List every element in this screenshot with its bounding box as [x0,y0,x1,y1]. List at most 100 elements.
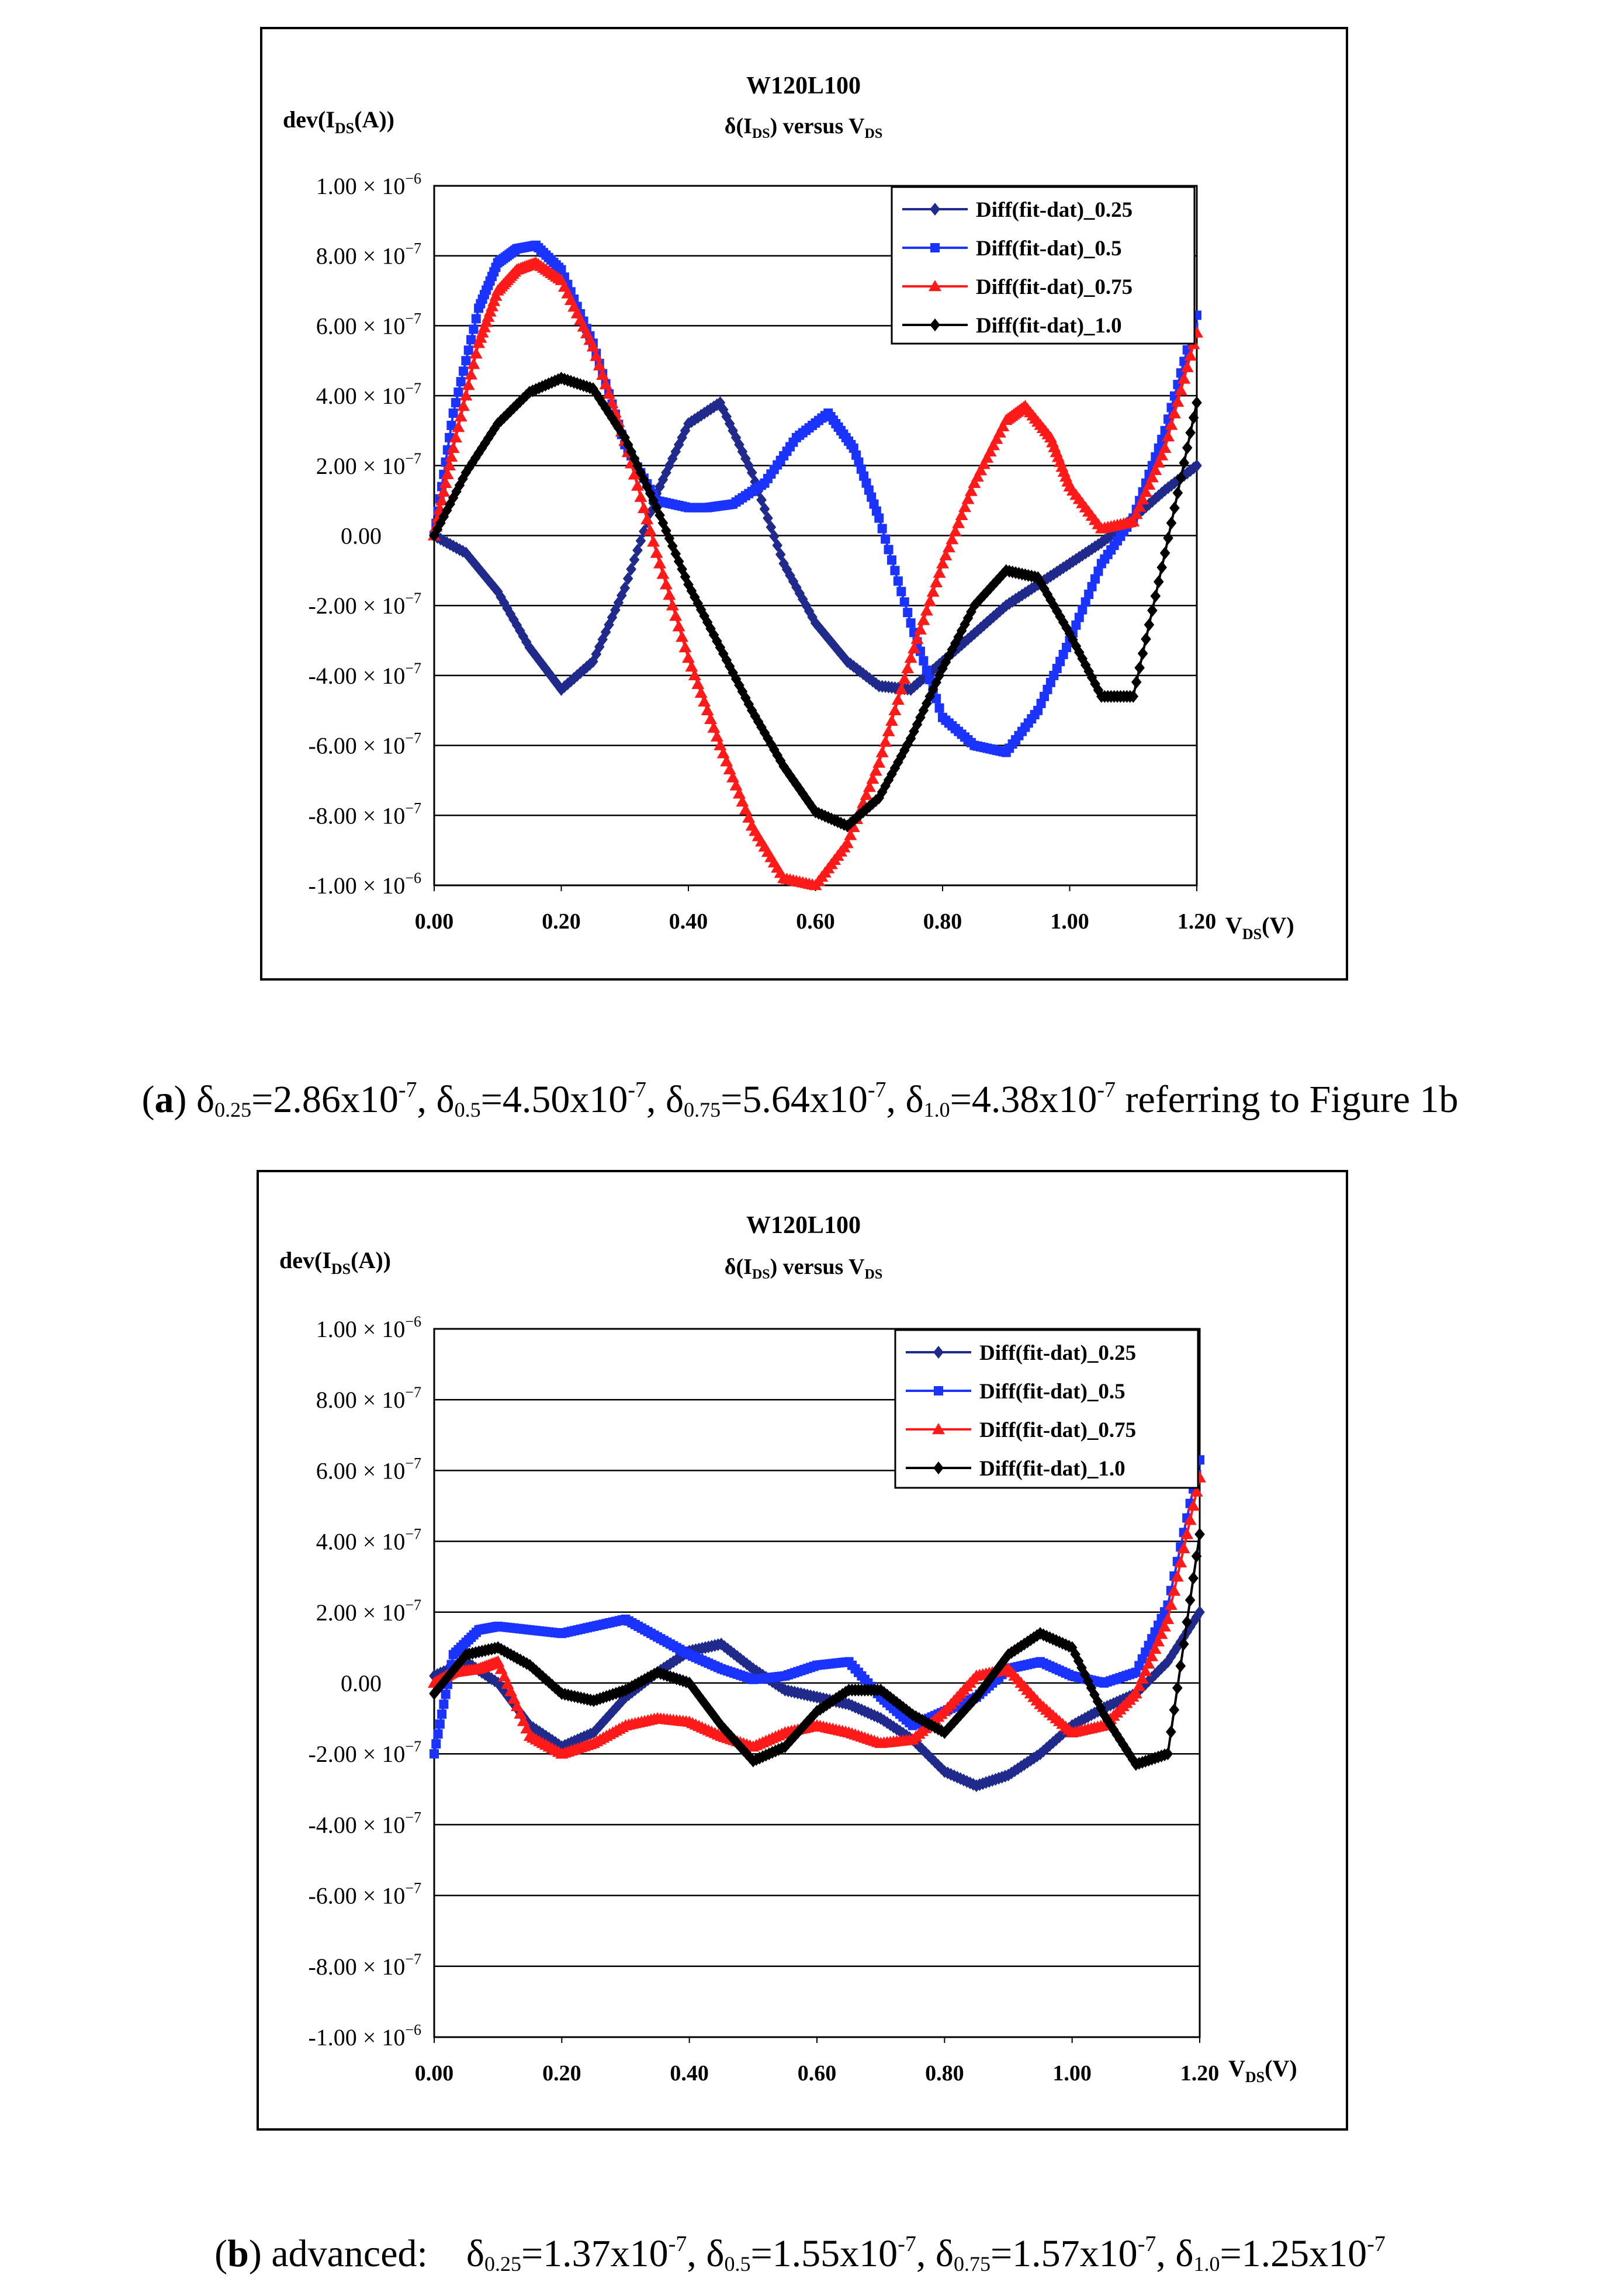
chart-a-data-point [913,623,927,635]
chart-a-data-point [893,576,903,586]
chart-a-data-point [459,389,473,401]
chart-a-data-point [446,420,456,430]
chart-a-data-point [685,660,698,672]
chart-a-data-point [874,513,884,523]
chart-a-data-point [920,604,933,616]
chart-a-data-point [948,525,962,536]
chart-a-data-point [1179,456,1190,470]
chart-a-legend-label: Diff(fit-dat)_0.75 [976,275,1133,299]
chart-a-data-point [498,411,510,424]
chart-a-data-point [1078,605,1088,615]
caption-a-sub-025: 0.25 [214,1098,252,1121]
chart-a-data-point [672,620,685,632]
chart-a-data-point [448,408,458,418]
chart-a-data-point [435,494,449,505]
chart-a-data-point [464,550,475,564]
chart-a-series-3 [429,372,1202,833]
chart-a-data-point [866,773,879,784]
chart-a-legend-label: Diff(fit-dat)_0.5 [976,237,1122,261]
chart-a-data-point [707,721,721,733]
chart-a-data-point [772,539,783,552]
chart-a-data-point [619,581,631,595]
chart-a-data-point [678,641,692,653]
chart-a-data-point [553,678,563,692]
chart-a-data-point [930,576,943,587]
caption-a-delta-05: , δ [417,1078,455,1121]
chart-a-data-point [903,608,913,618]
chart-a-data-point [676,631,689,642]
chart-a-legend-label: Diff(fit-dat)_0.25 [976,198,1133,222]
chart-a-series-1 [430,240,1201,757]
chart-a-data-point [882,725,895,736]
chart-a-data-point [470,451,481,465]
chart-a-data-point [688,669,701,681]
chart-a-ytick-label: 2.00 × 10−7 [316,450,421,479]
chart-a-data-point [968,476,981,488]
chart-a-data-point [492,417,503,430]
chart-a-data-point [993,426,1006,438]
chart-a-data-point [1174,384,1187,396]
caption-b-exp-025: -7 [668,2232,687,2256]
caption-b-pre: advanced: [261,2232,466,2275]
caption-a-val-075: =5.64x10 [721,1078,868,1121]
chart-a-data-point [682,651,695,663]
caption-b-exp-05: -7 [898,2232,916,2256]
caption-a-val-025: =2.86x10 [251,1078,399,1121]
chart-a-xtick-label: 0.40 [669,909,708,934]
chart-a-data-point [581,660,592,674]
chart-a-data-point [899,597,909,607]
chart-a-data-point [746,466,757,479]
chart-a-data-point [467,358,480,369]
chart-a-data-point [942,541,955,553]
chart-a-data-point [584,657,595,671]
chart-a-data-point [888,704,902,715]
chart-a-data-point [460,546,472,560]
chart-a-data-point [698,695,711,707]
chart-a-data-point [1156,560,1167,574]
chart-a-data-point [1133,500,1147,512]
caption-b: (b) advanced: δ0.25=1.37x10-7, δ0.5=1.55… [214,2232,1386,2276]
chart-a-data-point [923,595,937,607]
chart-a-data-point [515,395,525,408]
chart-a-data-point [441,504,452,517]
chart-a-data-point [1159,546,1170,560]
chart-a-data-point [569,671,580,685]
chart-a-data-point [429,529,439,542]
caption-b-val-05: =1.55x10 [750,2232,898,2275]
chart-a-data-point [1182,441,1193,455]
chart-a-data-point [502,407,512,421]
chart-a-data-point [1142,478,1156,490]
chart-a-data-point [505,404,516,418]
chart-a-data-point [1169,501,1180,515]
chart-a-data-point [496,414,506,427]
chart-a-data-point [898,672,911,684]
chart-a-xtick-label: 0.20 [542,909,581,934]
chart-a-data-point [704,712,718,724]
chart-a-data-point [596,368,609,380]
chart-a-data-point [1080,597,1090,607]
chart-a-data-point [1166,516,1177,529]
chart-a-data-point [492,585,503,598]
chart-a-series-2 [428,256,1203,891]
caption-a-exp-075: -7 [867,1078,886,1102]
chart-a-data-point [470,558,481,572]
chart-a-data-point [575,666,586,680]
chart-a-legend-label: Diff(fit-dat)_1.0 [976,314,1122,338]
chart-a-ytick-label: -2.00 × 10−7 [308,590,421,619]
chart-a-data-point [534,653,545,667]
chart-a-xlabel: VDS(V) [1225,912,1294,943]
chart-a-data-point [448,491,459,504]
chart-a-data-point [663,588,676,600]
chart-a-data-point [629,553,640,566]
caption-a-delta-075: , δ [646,1078,684,1121]
chart-a-data-point [690,590,700,604]
chart-a-data-point [452,420,465,432]
chart-a-data-point [1130,507,1143,520]
chart-a-data-point [1087,581,1097,591]
chart-a-data-point [896,587,906,597]
chart-a-data-point [972,595,983,609]
chart-a-data-point [456,377,466,387]
chart-a-data-point [1184,349,1197,361]
chart-a-data-point [1140,486,1152,497]
chart-a-data-point [759,503,770,516]
